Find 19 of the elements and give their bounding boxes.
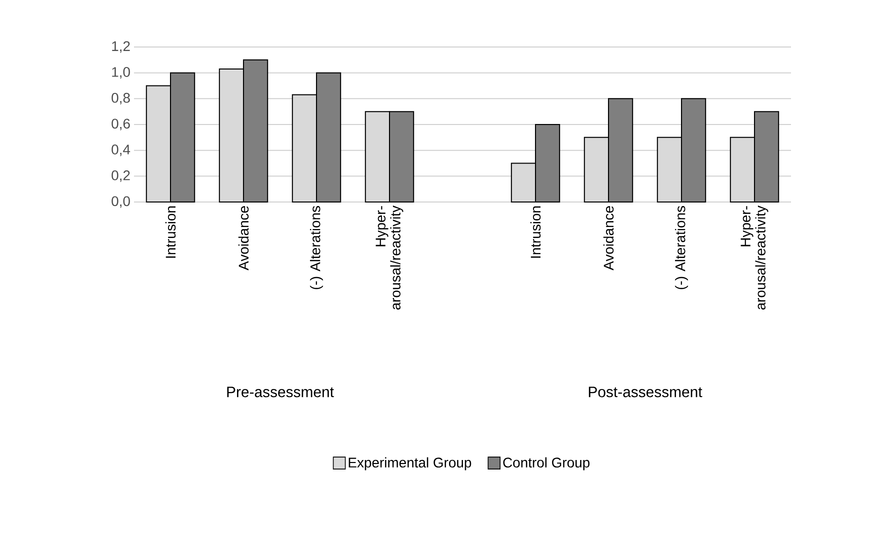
text: Post-assessment xyxy=(588,386,702,398)
text: Pre-assessment xyxy=(227,386,334,398)
x-tick-label: Avoidance xyxy=(238,206,249,270)
legend-label: Experimental Group xyxy=(348,457,472,470)
y-tick-label: 0,4 xyxy=(112,144,130,156)
x-tick-label: (-) Alterations xyxy=(675,206,688,290)
y-tick-label: 0,8 xyxy=(112,92,130,104)
y-tick-label: 0,0 xyxy=(112,196,130,208)
x-tick-label: Intrusion xyxy=(165,206,176,258)
legend-label: Control Group xyxy=(503,457,590,470)
x-tick-label: Avoidance xyxy=(603,206,614,270)
x-tick-label: Hyper-arousal/reactivity xyxy=(376,206,404,310)
y-tick-label: 1,2 xyxy=(112,41,130,53)
x-tick-label: Intrusion xyxy=(530,206,541,258)
x-tick-label: Hyper-arousal/reactivity xyxy=(740,206,768,310)
y-tick-label: 0,2 xyxy=(112,170,130,182)
x-tick-label: (-) Alterations xyxy=(310,206,323,290)
y-tick-label: 0,6 xyxy=(112,118,130,130)
y-tick-label: 1,0 xyxy=(112,67,130,79)
